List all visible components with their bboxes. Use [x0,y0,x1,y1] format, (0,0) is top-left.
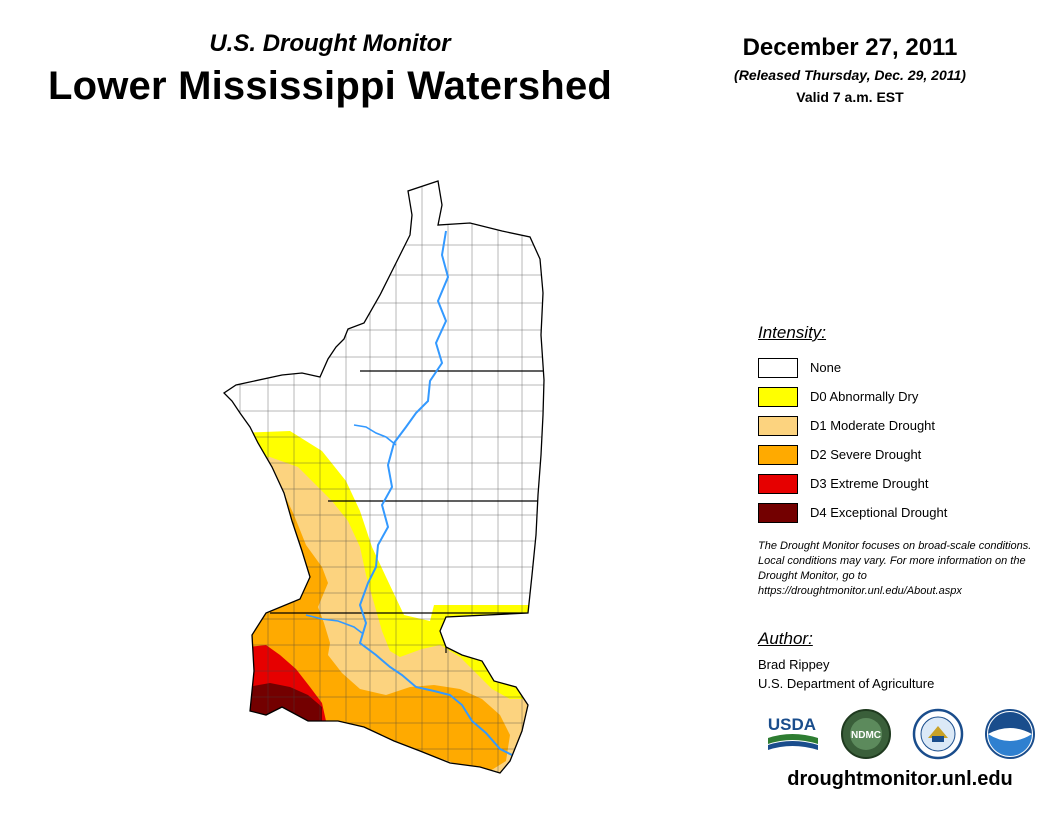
legend-swatch-d2 [758,444,798,465]
legend: Intensity: None D0 Abnormally Dry D1 Mod… [758,323,1038,527]
drought-area-d4 [248,683,322,723]
noaa-logo-text: NOAA [1000,732,1021,739]
legend-item-d3: D3 Extreme Drought [758,469,1038,498]
red-river [305,614,363,634]
legend-label-d1: D1 Moderate Drought [810,418,936,433]
commerce-seal-logo [912,708,964,760]
ndmc-logo: NDMC [841,709,891,759]
legend-item-d4: D4 Exceptional Drought [758,498,1038,527]
valid-date: December 27, 2011 [742,34,958,61]
region-border [222,180,545,774]
legend-item-d2: D2 Severe Drought [758,440,1038,469]
legend-swatch-d3 [758,473,798,494]
legend-swatch-d0 [758,386,798,407]
map-title: Lower Mississippi Watershed [47,64,613,108]
map-subtitle: U.S. Drought Monitor [209,30,451,57]
footer-url[interactable]: droughtmonitor.unl.edu [787,768,1013,790]
legend-label-d3: D3 Extreme Drought [810,476,929,491]
release-date: (Released Thursday, Dec. 29, 2011) [734,67,966,83]
valid-time: Valid 7 a.m. EST [796,89,904,105]
drought-map [222,180,545,774]
legend-label-d2: D2 Severe Drought [810,447,922,462]
legend-item-d1: D1 Moderate Drought [758,411,1038,440]
arkansas-river [353,424,397,446]
usda-logo-text: USDA [768,715,816,734]
legend-item-none: None [758,353,1038,382]
agency-logos: USDA NDMC NOAA [768,708,1035,760]
legend-item-d0: D0 Abnormally Dry [758,382,1038,411]
legend-label-d4: D4 Exceptional Drought [810,505,948,520]
author-org: U.S. Department of Agriculture [758,676,935,691]
noaa-logo: NOAA [985,709,1035,759]
disclaimer-note: The Drought Monitor focuses on broad-sca… [758,540,1032,597]
author-heading: Author: [758,629,813,648]
legend-label-none: None [810,360,842,375]
mississippi-river [358,230,513,756]
author-name: Brad Rippey [758,657,830,672]
legend-title: Intensity: [758,323,827,342]
legend-swatch-d4 [758,502,798,523]
legend-swatch-none [758,357,798,378]
usda-logo: USDA [768,715,818,750]
legend-swatch-d1 [758,415,798,436]
legend-label-d0: D0 Abnormally Dry [810,389,919,404]
ndmc-logo-text: NDMC [851,730,881,741]
